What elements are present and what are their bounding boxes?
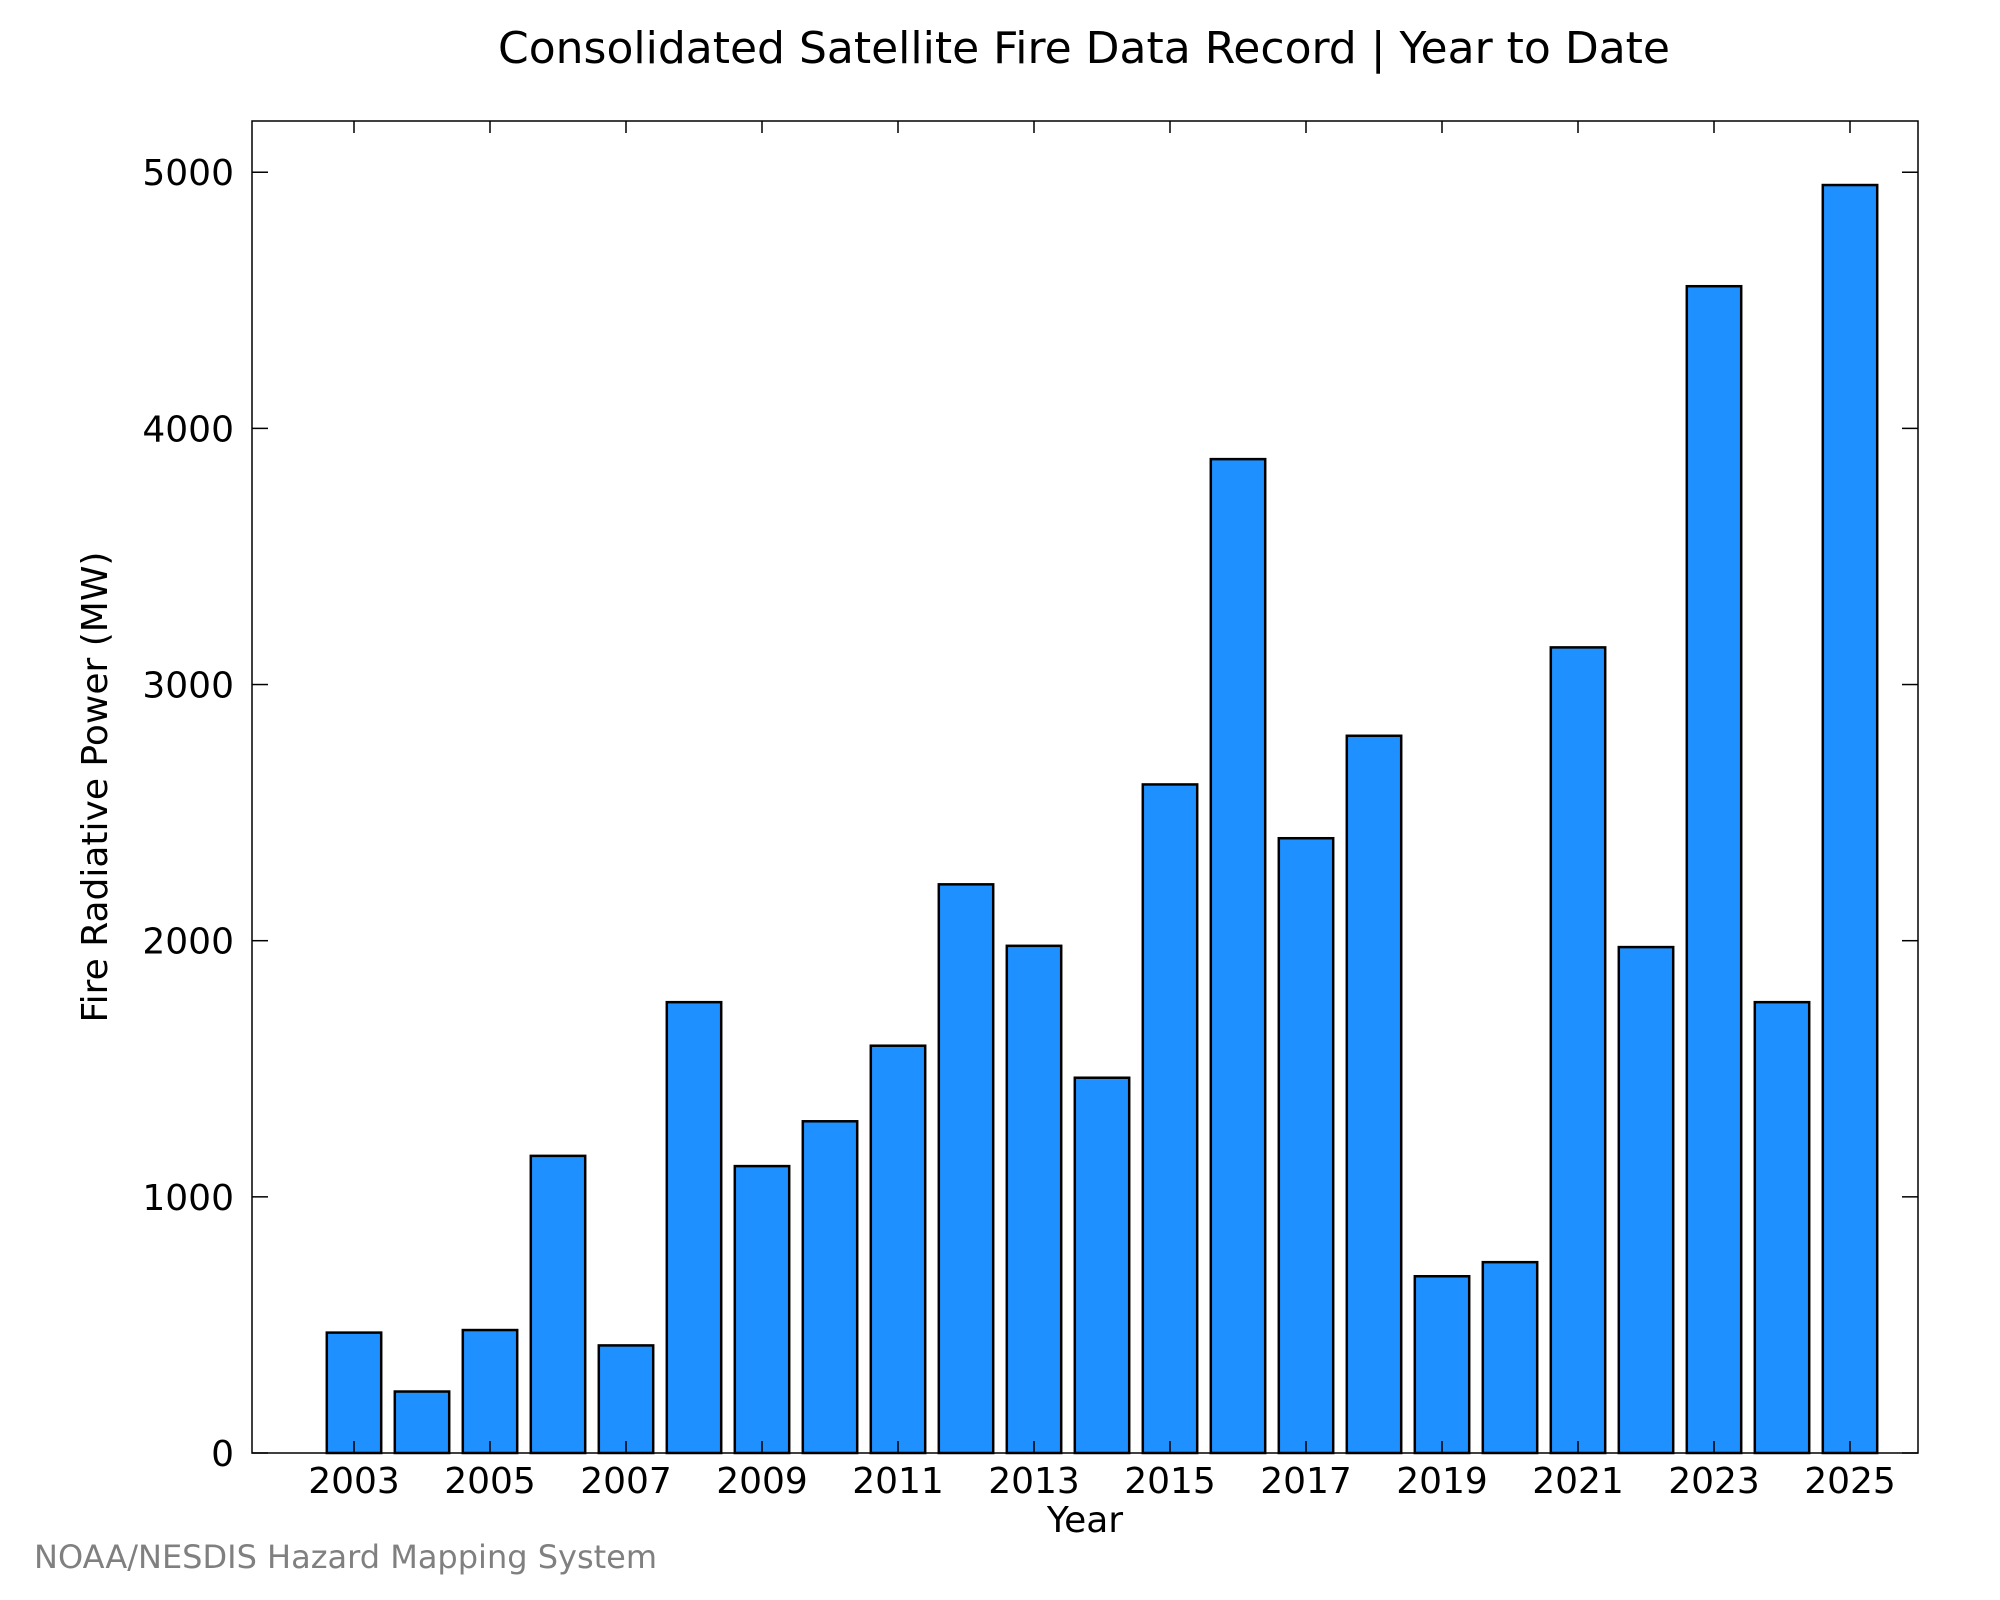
bar-2008: [665, 1000, 723, 1455]
bar-2011: [869, 1044, 927, 1455]
bar-2007: [597, 1344, 655, 1455]
bar-2023: [1685, 284, 1743, 1455]
y-tick-label-1000: 1000: [142, 1178, 234, 1219]
y-tick-label-0: 0: [211, 1434, 234, 1475]
x-tick-label-2005: 2005: [444, 1461, 536, 1502]
bar-2004: [393, 1390, 451, 1455]
x-tick-label-2023: 2023: [1668, 1461, 1760, 1502]
y-axis-label: Fire Radiative Power (MW): [75, 552, 116, 1023]
y-tick-label-2000: 2000: [142, 922, 234, 963]
bar-2012: [937, 883, 995, 1455]
x-axis-label: Year: [1046, 1500, 1123, 1541]
bar-2010: [801, 1120, 859, 1455]
bar-2017: [1277, 836, 1335, 1455]
x-tick-label-2015: 2015: [1124, 1461, 1216, 1502]
y-tick-label-4000: 4000: [142, 409, 234, 450]
y-tick-label-3000: 3000: [142, 666, 234, 707]
bar-2024: [1753, 1000, 1811, 1455]
bar-2015: [1141, 783, 1199, 1455]
plot-frame: [251, 120, 1919, 1454]
bars-group: [325, 183, 1879, 1455]
bar-2006: [529, 1154, 587, 1455]
x-tick-label-2021: 2021: [1532, 1461, 1624, 1502]
bar-2009: [733, 1164, 791, 1455]
bar-2018: [1345, 734, 1403, 1455]
bar-2019: [1413, 1275, 1471, 1455]
ticks-group: 0 1000 2000 3000 4000 5000 2003 2005 2007 2009 201…: [142, 121, 1918, 1502]
bar-2025: [1821, 183, 1879, 1455]
bar-2016: [1209, 457, 1267, 1455]
bar-2014: [1073, 1076, 1131, 1455]
bar-2021: [1549, 646, 1607, 1455]
x-tick-label-2019: 2019: [1396, 1461, 1488, 1502]
bar-2022: [1617, 945, 1675, 1455]
source-credit: NOAA/NESDIS Hazard Mapping System: [34, 1538, 658, 1576]
bar-2020: [1481, 1260, 1539, 1455]
y-tick-label-5000: 5000: [142, 153, 234, 194]
x-tick-label-2025: 2025: [1804, 1461, 1896, 1502]
x-tick-label-2017: 2017: [1260, 1461, 1352, 1502]
x-tick-label-2009: 2009: [716, 1461, 808, 1502]
chart-title: Consolidated Satellite Fire Data Record …: [498, 23, 1670, 74]
bar-2013: [1005, 944, 1063, 1455]
bar-2003: [325, 1331, 383, 1455]
x-tick-label-2003: 2003: [308, 1461, 400, 1502]
x-tick-label-2011: 2011: [852, 1461, 944, 1502]
x-tick-label-2007: 2007: [580, 1461, 672, 1502]
bar-2005: [461, 1328, 519, 1455]
x-tick-label-2013: 2013: [988, 1461, 1080, 1502]
